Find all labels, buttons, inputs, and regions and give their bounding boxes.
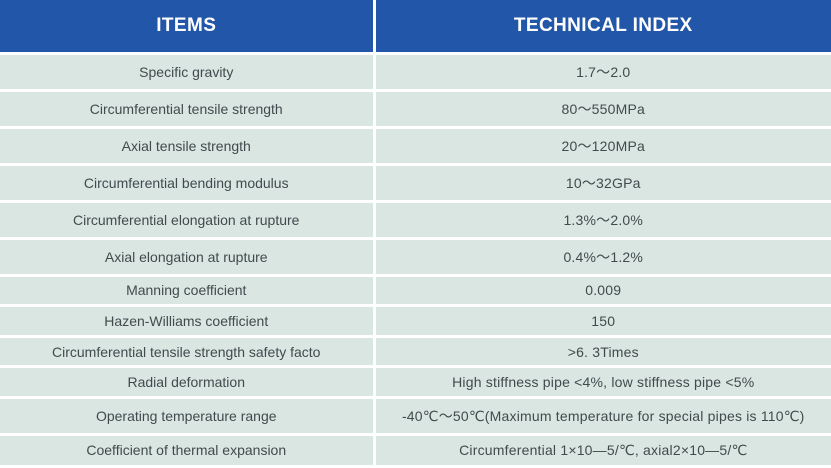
- value-cell: 20～120MPa: [374, 127, 831, 166]
- item-cell: Operating temperature range: [0, 397, 376, 436]
- table-row: Coefficient of thermal expansion Circumf…: [0, 434, 831, 468]
- table-row: Radial deformation High stiffness pipe <…: [0, 366, 831, 399]
- value-cell: Circumferential 1×10—5/℃, axial2×10—5/℃: [374, 434, 831, 468]
- item-cell: Axial tensile strength: [0, 127, 376, 166]
- table-row: Hazen-Williams coefficient 150: [0, 305, 831, 338]
- item-cell: Radial deformation: [0, 366, 376, 399]
- item-cell: Manning coefficient: [0, 275, 376, 308]
- value-cell: >6. 3Times: [374, 336, 831, 369]
- value-cell: -40℃～50℃(Maximum temperature for special…: [374, 397, 831, 436]
- table-row: Axial elongation at rupture 0.4%～1.2%: [0, 238, 831, 277]
- value-cell: High stiffness pipe <4%, low stiffness p…: [374, 366, 831, 399]
- column-header-technical-index: TECHNICAL INDEX: [374, 0, 831, 55]
- value-cell: 150: [374, 305, 831, 338]
- item-cell: Axial elongation at rupture: [0, 238, 376, 277]
- value-cell: 0.009: [374, 275, 831, 308]
- item-cell: Circumferential elongation at rupture: [0, 201, 376, 240]
- value-cell: 1.3%～2.0%: [374, 201, 831, 240]
- item-cell: Circumferential tensile strength: [0, 90, 376, 129]
- item-cell: Hazen-Williams coefficient: [0, 305, 376, 338]
- table-row: Operating temperature range -40℃～50℃(Max…: [0, 397, 831, 436]
- table-body: Specific gravity 1.7～2.0 Circumferential…: [0, 53, 831, 468]
- table-header-row: ITEMS TECHNICAL INDEX: [0, 0, 831, 55]
- value-cell: 80～550MPa: [374, 90, 831, 129]
- table-row: Circumferential bending modulus 10～32GPa: [0, 164, 831, 203]
- item-cell: Specific gravity: [0, 53, 376, 92]
- item-cell: Coefficient of thermal expansion: [0, 434, 376, 468]
- table-row: Specific gravity 1.7～2.0: [0, 53, 831, 92]
- value-cell: 1.7～2.0: [374, 53, 831, 92]
- value-cell: 0.4%～1.2%: [374, 238, 831, 277]
- table-row: Axial tensile strength 20～120MPa: [0, 127, 831, 166]
- table-row: Manning coefficient 0.009: [0, 275, 831, 308]
- table-row: Circumferential tensile strength safety …: [0, 336, 831, 369]
- item-cell: Circumferential bending modulus: [0, 164, 376, 203]
- column-header-items: ITEMS: [0, 0, 376, 55]
- table-row: Circumferential elongation at rupture 1.…: [0, 201, 831, 240]
- value-cell: 10～32GPa: [374, 164, 831, 203]
- table-row: Circumferential tensile strength 80～550M…: [0, 90, 831, 129]
- item-cell: Circumferential tensile strength safety …: [0, 336, 376, 369]
